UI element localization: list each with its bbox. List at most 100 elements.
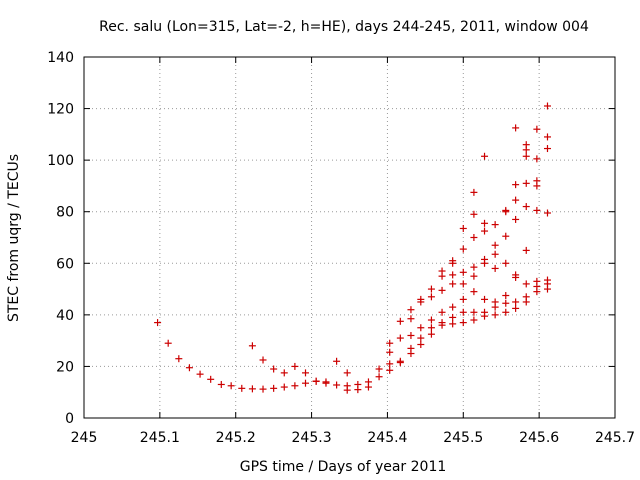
x-axis-label: GPS time / Days of year 2011 xyxy=(240,459,447,475)
data-point xyxy=(522,152,530,160)
data-point xyxy=(491,264,499,272)
data-point xyxy=(491,298,499,306)
data-point xyxy=(248,342,256,350)
data-point xyxy=(333,357,341,365)
data-point xyxy=(248,385,256,393)
data-point xyxy=(533,277,541,285)
data-point xyxy=(407,344,415,352)
data-point xyxy=(280,369,288,377)
data-point xyxy=(481,308,489,316)
data-point xyxy=(522,179,530,187)
data-point xyxy=(164,339,172,347)
data-point xyxy=(396,317,404,325)
data-point xyxy=(438,286,446,294)
data-point xyxy=(302,379,310,387)
data-point xyxy=(427,316,435,324)
data-point xyxy=(427,285,435,293)
data-point xyxy=(522,203,530,211)
data-point xyxy=(270,365,278,373)
data-point xyxy=(386,339,394,347)
data-point xyxy=(449,320,457,328)
data-point xyxy=(438,267,446,275)
data-point xyxy=(375,373,383,381)
chart-title: Rec. salu (Lon=315, Lat=-2, h=HE), days … xyxy=(99,19,589,35)
data-point xyxy=(470,188,478,196)
data-point xyxy=(185,364,193,372)
data-point xyxy=(417,334,425,342)
y-tick-label: 80 xyxy=(56,205,74,221)
data-point xyxy=(470,288,478,296)
data-point xyxy=(417,324,425,332)
data-point xyxy=(522,141,530,149)
data-point xyxy=(512,196,520,204)
data-point xyxy=(280,383,288,391)
data-point xyxy=(470,316,478,324)
data-point xyxy=(459,280,467,288)
data-point xyxy=(512,304,520,312)
data-point xyxy=(481,295,489,303)
data-point xyxy=(154,319,162,327)
data-point xyxy=(427,330,435,338)
data-point xyxy=(364,383,372,391)
data-point xyxy=(543,102,551,110)
y-tick-label: 120 xyxy=(47,102,74,118)
y-tick-label: 140 xyxy=(47,50,74,66)
data-point xyxy=(291,382,299,390)
data-point xyxy=(481,152,489,160)
data-point xyxy=(312,377,320,385)
data-point xyxy=(502,308,510,316)
data-point xyxy=(459,268,467,276)
data-point xyxy=(543,209,551,217)
data-point xyxy=(459,295,467,303)
data-point xyxy=(175,355,183,363)
data-point xyxy=(543,145,551,153)
data-point xyxy=(481,227,489,235)
y-tick-label: 100 xyxy=(47,153,74,169)
x-tick-label: 245.3 xyxy=(292,430,332,446)
x-tick-label: 245.2 xyxy=(216,430,256,446)
data-point xyxy=(470,308,478,316)
data-point xyxy=(522,246,530,254)
y-tick-label: 0 xyxy=(65,411,74,427)
y-tick-label: 20 xyxy=(56,359,74,375)
data-point xyxy=(533,155,541,163)
data-point xyxy=(481,219,489,227)
data-point xyxy=(438,319,446,327)
data-point xyxy=(502,299,510,307)
data-point xyxy=(502,232,510,240)
x-tick-label: 245 xyxy=(71,430,98,446)
data-point xyxy=(386,366,394,374)
data-point xyxy=(533,177,541,185)
axis-ticks: 245 245.1 245.2 245.3 245.4 245.5 245.6 245.7 0 2… xyxy=(47,50,635,446)
data-point xyxy=(449,257,457,265)
x-tick-label: 245.1 xyxy=(140,430,180,446)
data-point xyxy=(470,234,478,241)
data-point xyxy=(459,245,467,253)
data-point xyxy=(407,331,415,339)
data-point xyxy=(396,357,404,365)
data-point xyxy=(512,215,520,223)
plot-frame xyxy=(83,56,616,419)
data-point xyxy=(302,369,310,377)
data-point xyxy=(502,259,510,267)
data-point xyxy=(449,271,457,279)
data-point xyxy=(343,369,351,377)
data-point xyxy=(343,386,351,394)
data-point xyxy=(386,348,394,356)
data-point xyxy=(291,362,299,370)
data-point xyxy=(522,293,530,301)
data-points xyxy=(154,102,551,394)
data-point xyxy=(427,293,435,301)
data-point xyxy=(491,221,499,229)
data-point xyxy=(502,208,510,216)
data-point xyxy=(533,125,541,133)
data-point xyxy=(270,384,278,392)
x-tick-label: 245.6 xyxy=(519,430,559,446)
data-point xyxy=(522,280,530,288)
data-point xyxy=(491,241,499,249)
data-point xyxy=(481,255,489,263)
data-point xyxy=(322,378,330,386)
data-point xyxy=(196,370,204,378)
data-point xyxy=(449,280,457,288)
